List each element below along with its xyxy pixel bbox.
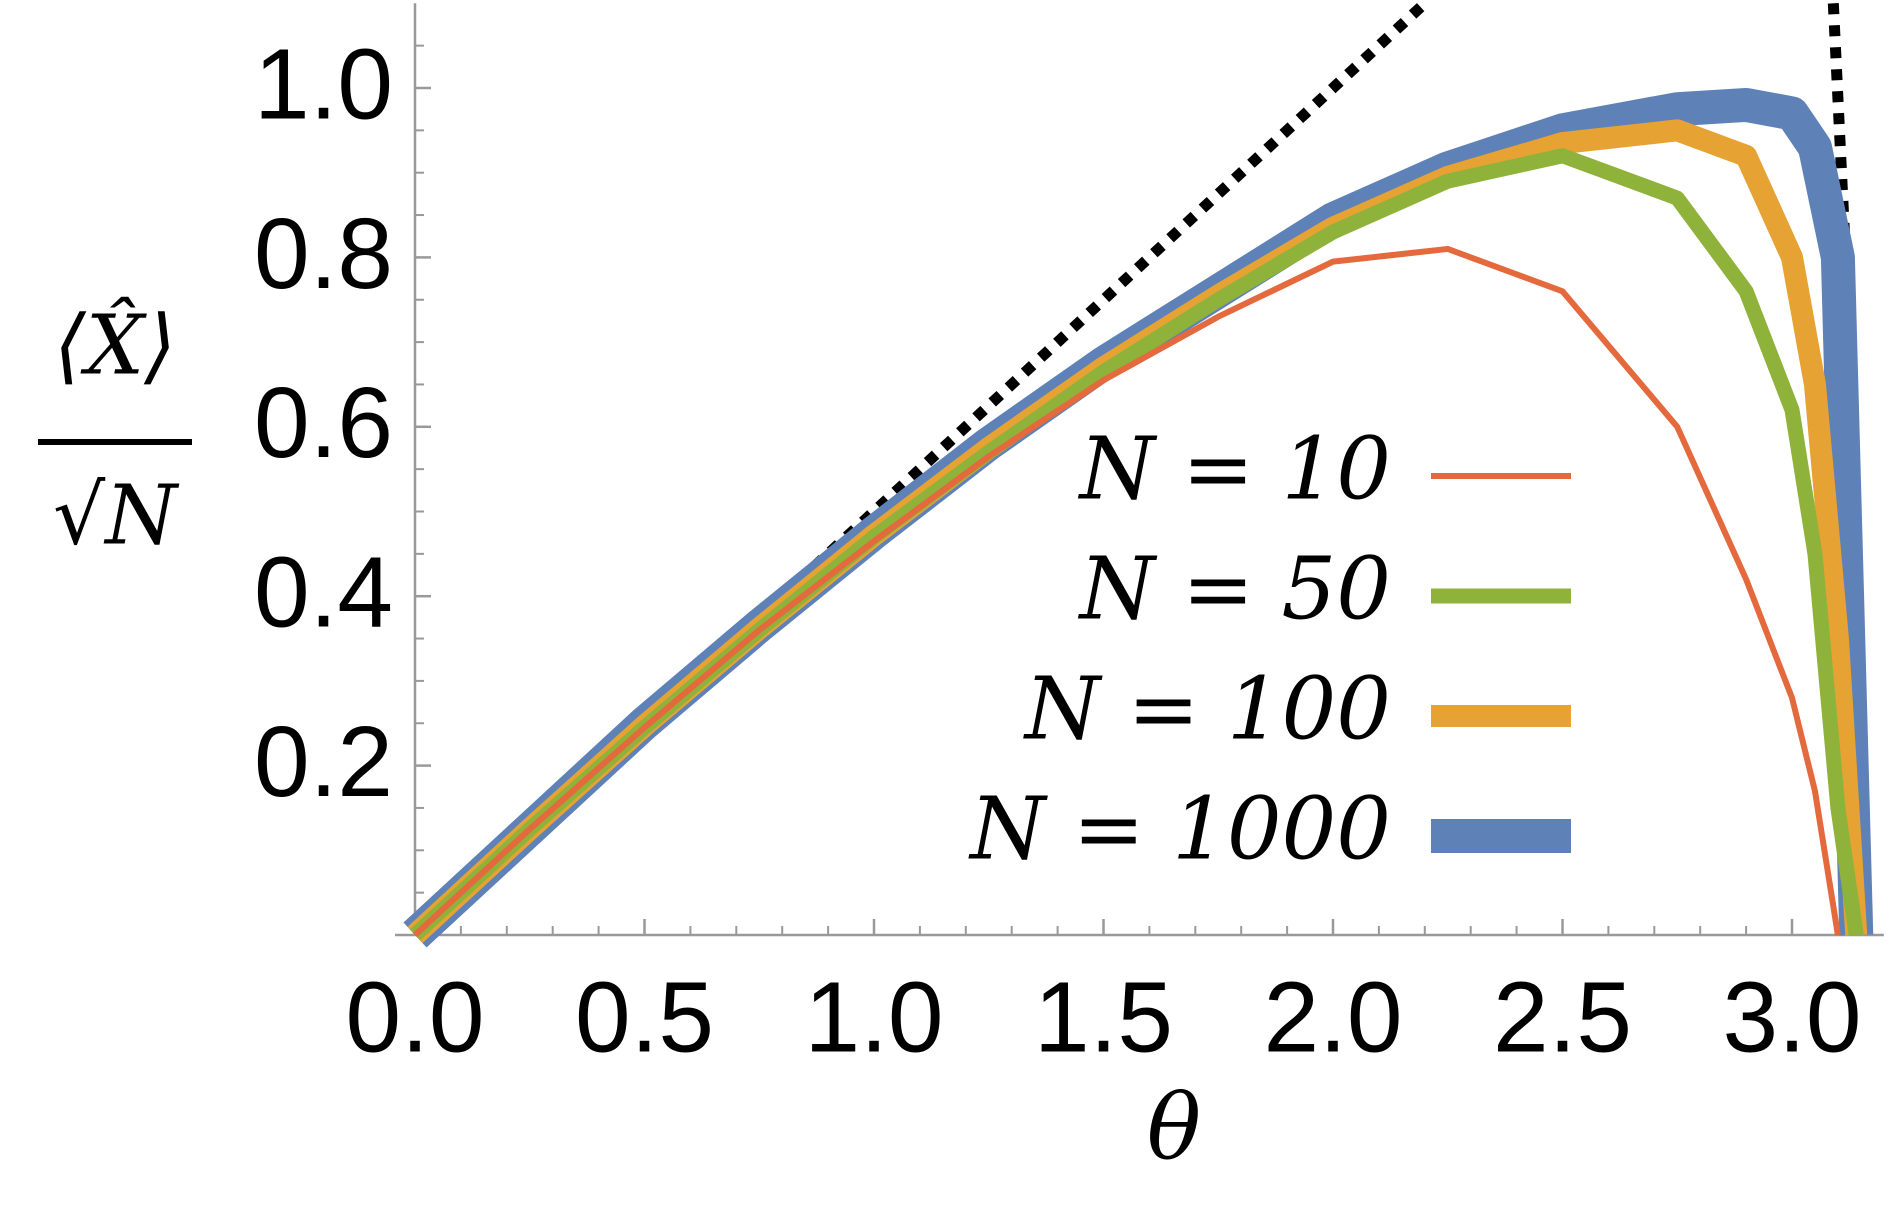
x-tick-label: 1.0 xyxy=(804,961,943,1073)
y-tick-label: 0.8 xyxy=(254,198,393,310)
y-tick-label: 1.0 xyxy=(254,28,393,140)
x-tick-label: 3.0 xyxy=(1722,961,1861,1073)
x-tick-label: 2.5 xyxy=(1493,961,1632,1073)
legend-label: N = 100 xyxy=(1023,660,1391,760)
series-line xyxy=(412,245,1841,938)
x-axis-label: θ xyxy=(1147,1075,1201,1180)
y-tick-label: 0.6 xyxy=(254,367,393,479)
y-tick-label: 0.2 xyxy=(254,706,393,818)
legend-label: N = 10 xyxy=(1078,420,1391,520)
x-tick-label: 0.5 xyxy=(575,961,714,1073)
legend-label: N = 1000 xyxy=(968,780,1391,880)
legend-label: N = 50 xyxy=(1078,540,1391,640)
x-tick-label: 2.0 xyxy=(1263,961,1402,1073)
y-label-denominator: √N xyxy=(53,469,180,564)
x-tick-label: 0.0 xyxy=(345,961,484,1073)
x-tick-label: 1.5 xyxy=(1034,961,1173,1073)
y-label-numerator: ⟨X̂⟩ xyxy=(54,297,176,394)
asymptote xyxy=(1827,3,1851,241)
asymptote xyxy=(810,0,1429,571)
y-tick-label: 0.4 xyxy=(254,537,393,649)
